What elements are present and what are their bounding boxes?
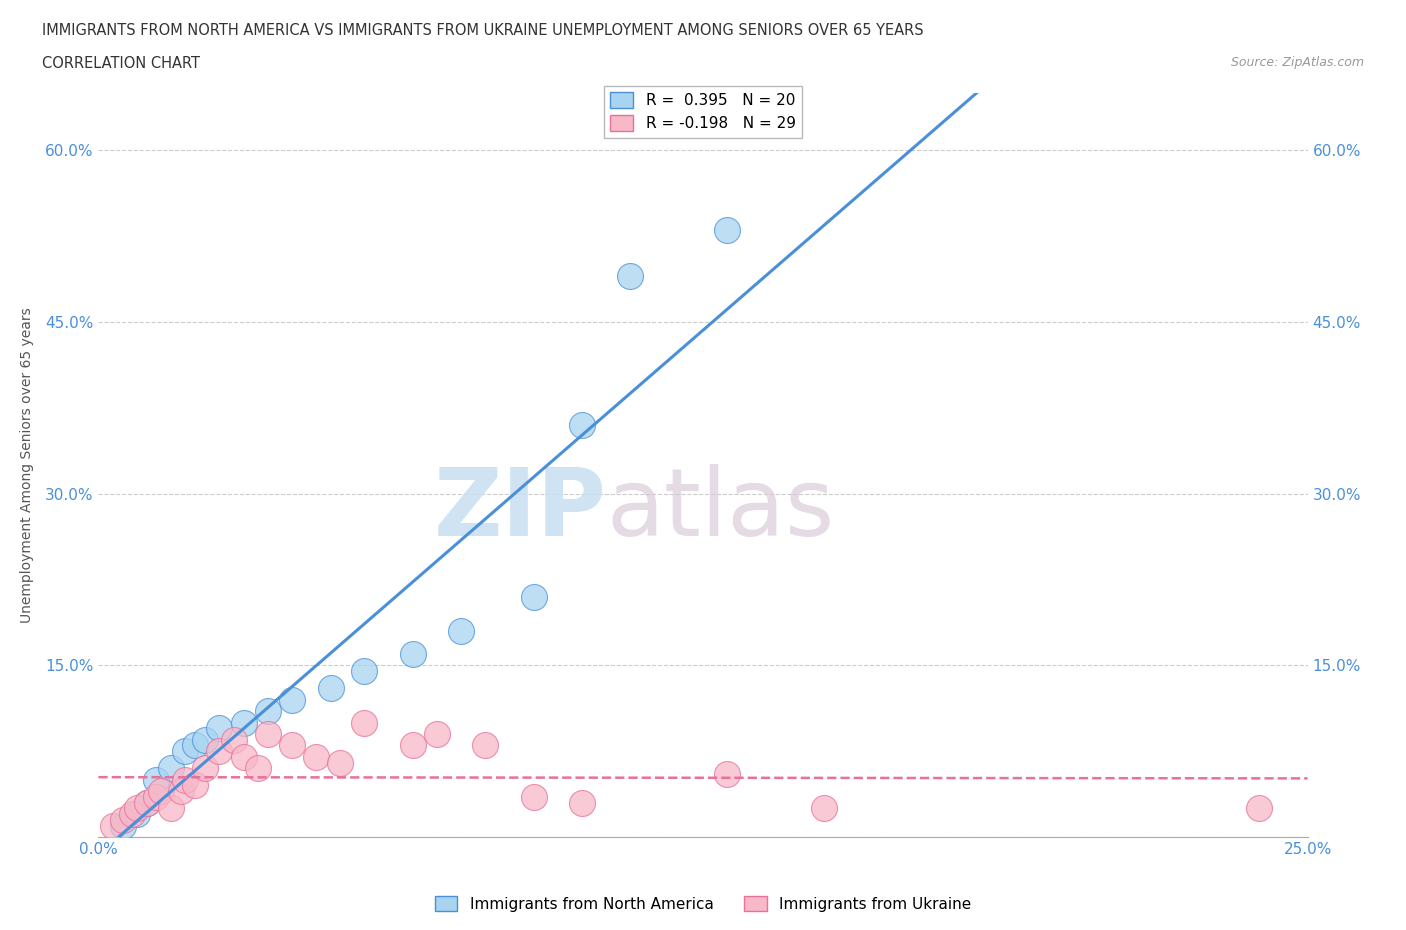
Point [145, 772, 167, 787]
Point [319, 681, 342, 696]
Point [281, 738, 304, 753]
Point [523, 790, 546, 804]
Y-axis label: Unemployment Among Seniors over 65 years: Unemployment Among Seniors over 65 years [20, 307, 34, 623]
Point [232, 715, 254, 730]
Point [571, 418, 593, 432]
Point [121, 806, 143, 821]
Text: atlas: atlas [606, 464, 835, 555]
Point [160, 761, 183, 776]
Text: CORRELATION CHART: CORRELATION CHART [42, 56, 200, 71]
Point [450, 623, 472, 638]
Point [184, 778, 207, 793]
Point [256, 726, 278, 741]
Legend: R =  0.395   N = 20, R = -0.198   N = 29: R = 0.395 N = 20, R = -0.198 N = 29 [605, 86, 801, 138]
Legend: Immigrants from North America, Immigrants from Ukraine: Immigrants from North America, Immigrant… [429, 889, 977, 918]
Point [127, 801, 149, 816]
Point [402, 738, 425, 753]
Point [571, 795, 593, 810]
Point [232, 750, 254, 764]
Point [135, 795, 157, 810]
Point [111, 813, 134, 828]
Text: ZIP: ZIP [433, 464, 606, 555]
Point [256, 704, 278, 719]
Point [194, 732, 217, 747]
Point [305, 750, 328, 764]
Point [101, 818, 124, 833]
Point [716, 223, 738, 238]
Point [208, 744, 231, 759]
Point [111, 818, 134, 833]
Point [184, 738, 207, 753]
Point [1249, 801, 1271, 816]
Point [716, 766, 738, 781]
Point [813, 801, 835, 816]
Point [247, 761, 270, 776]
Point [208, 721, 231, 736]
Point [194, 761, 217, 776]
Point [169, 784, 191, 799]
Point [222, 732, 245, 747]
Point [353, 664, 375, 679]
Point [150, 784, 173, 799]
Point [523, 590, 546, 604]
Point [426, 726, 449, 741]
Point [329, 755, 352, 770]
Point [402, 646, 425, 661]
Point [281, 692, 304, 707]
Point [135, 795, 157, 810]
Point [160, 801, 183, 816]
Text: Source: ZipAtlas.com: Source: ZipAtlas.com [1230, 56, 1364, 69]
Point [174, 772, 197, 787]
Point [145, 790, 167, 804]
Text: IMMIGRANTS FROM NORTH AMERICA VS IMMIGRANTS FROM UKRAINE UNEMPLOYMENT AMONG SENI: IMMIGRANTS FROM NORTH AMERICA VS IMMIGRA… [42, 23, 924, 38]
Point [474, 738, 496, 753]
Point [353, 715, 375, 730]
Point [619, 269, 641, 284]
Point [174, 744, 197, 759]
Point [127, 806, 149, 821]
